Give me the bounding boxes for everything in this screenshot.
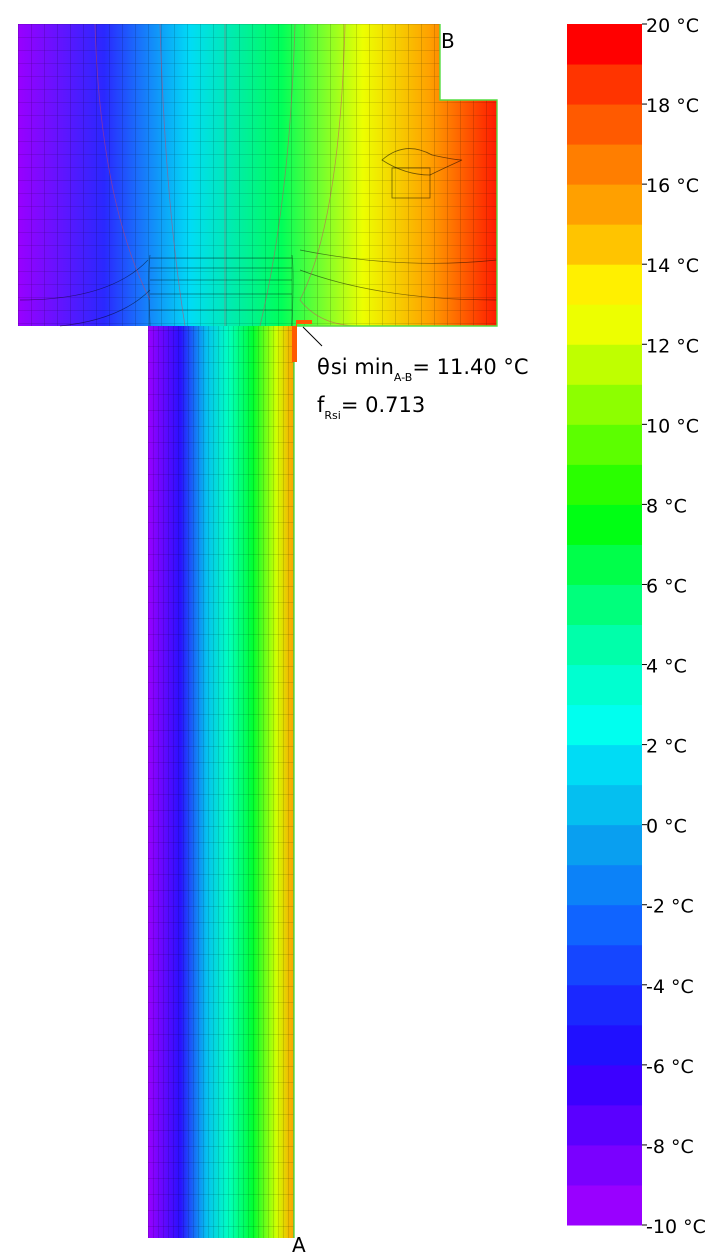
legend-band [567,1144,642,1186]
legend-band [567,1104,642,1146]
legend-tick-label: 4 °C [646,656,687,678]
legend-band [567,104,642,145]
legend-tick-label: 8 °C [646,495,687,517]
isotherms [94,23,361,327]
legend-band [567,584,642,625]
legend-tick-label: 12 °C [646,335,699,357]
leader-line [302,326,323,347]
legend-tick-label: 0 °C [646,816,687,838]
legend-tick-label: -4 °C [646,976,694,998]
theta-rest: si min [331,355,394,379]
upper-block-mesh [18,24,497,326]
legend-tick-label: -8 °C [646,1136,694,1158]
theta-eq: = 11.40 °C [412,355,528,379]
legend-tick-label: 6 °C [646,575,687,597]
legend-band [567,304,642,345]
legend-tick-label: 2 °C [646,736,687,758]
legend-band [567,944,642,986]
theta-line: θsi minA-B= 11.40 °C [317,355,529,384]
legend-band [567,544,642,585]
legend-band [567,904,642,946]
legend-band [567,384,642,425]
wall-stem-mesh [148,326,294,1238]
legend-tick-label: 10 °C [646,415,699,437]
f-eq: = 0.713 [341,393,425,417]
theta-sub: A-B [394,371,412,384]
legend-band [567,344,642,385]
legend-band [567,1024,642,1066]
f-line: fRsi= 0.713 [317,393,425,422]
interior-component [381,148,463,199]
color-legend: 20 °C 18 °C 16 °C 14 °C 12 °C 10 °C 8 °C 6 °C 4 … [567,15,706,1238]
temperature-field [18,23,498,1238]
point-a-label: A [292,1233,306,1255]
legend-tick-label: -2 °C [646,896,694,918]
legend-band [567,504,642,545]
legend-band [567,464,642,505]
legend-band [567,784,642,826]
min-temperature-marker [292,320,312,362]
legend-band [567,24,642,65]
legend-tick-label: 16 °C [646,175,699,197]
f-main: f [317,393,325,417]
f-sub: Rsi [324,409,340,422]
legend-band [567,984,642,1026]
legend-band [567,184,642,225]
legend-band [567,744,642,786]
legend-band [567,224,642,265]
point-b-label: B [441,29,455,53]
legend-band [567,824,642,866]
legend-tick-label: 18 °C [646,95,699,117]
legend-band [567,624,642,666]
legend-band [567,264,642,305]
legend-band [567,1064,642,1106]
theta-symbol: θ [317,355,330,379]
legend-band [567,1184,642,1226]
legend-band [567,864,642,906]
legend-band [567,704,642,746]
legend-tick-label: 20 °C [646,15,699,37]
funnel-lines [19,249,498,327]
legend-band [567,424,642,465]
legend-band [567,64,642,105]
legend-band [567,144,642,185]
legend-band [567,664,642,706]
annotation: θsi minA-B= 11.40 °C fRsi= 0.713 [317,355,529,422]
legend-tick-label: 14 °C [646,255,699,277]
legend-tick-label: -10 °C [646,1216,706,1238]
boundary [293,24,498,1238]
legend-tick-label: -6 °C [646,1056,694,1078]
